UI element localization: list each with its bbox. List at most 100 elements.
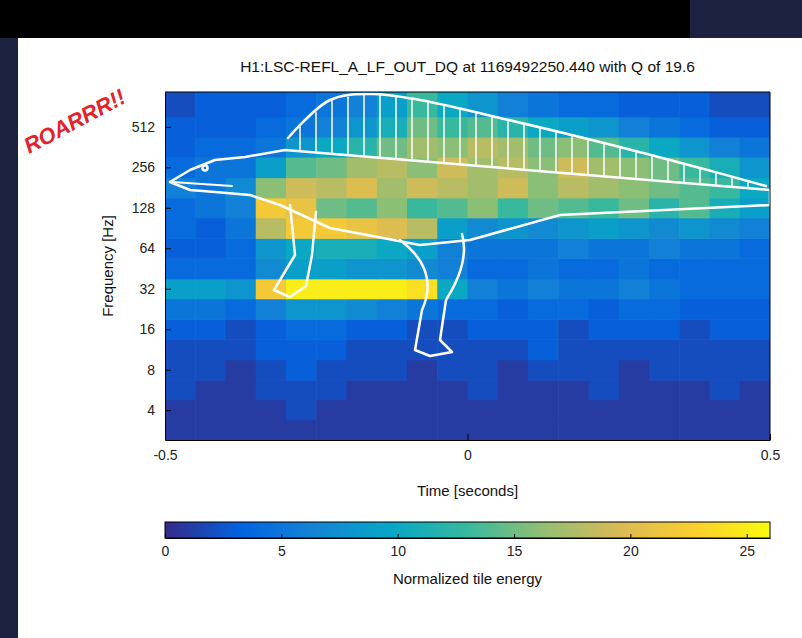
cell xyxy=(498,420,529,440)
cell xyxy=(437,400,468,421)
tick-mark xyxy=(165,289,171,290)
cell xyxy=(437,137,468,158)
dinosaur-spine xyxy=(587,139,589,175)
cell xyxy=(286,339,317,360)
cell xyxy=(316,339,347,360)
cell xyxy=(347,198,378,219)
cell xyxy=(589,117,620,138)
cell xyxy=(498,339,529,360)
cell xyxy=(468,319,499,340)
dinosaur-spine xyxy=(555,131,557,172)
colorbar-title: Normalized tile energy xyxy=(393,570,543,587)
cell xyxy=(316,299,347,320)
cell xyxy=(316,319,347,340)
cell xyxy=(256,238,287,259)
dinosaur-spine xyxy=(683,164,685,183)
cell xyxy=(347,299,378,320)
cell xyxy=(710,279,741,300)
cell xyxy=(377,420,408,440)
cell xyxy=(558,92,589,117)
tick-mark xyxy=(281,534,282,538)
cell xyxy=(498,198,529,219)
cell xyxy=(528,319,559,340)
cell xyxy=(165,339,196,360)
cell xyxy=(437,360,468,381)
cell xyxy=(195,360,226,381)
cell xyxy=(226,238,257,259)
tick-mark xyxy=(165,208,171,209)
tick-label: 8 xyxy=(147,362,155,378)
cell xyxy=(286,380,317,400)
cell xyxy=(679,319,710,340)
cell xyxy=(528,420,559,440)
dinosaur-spine xyxy=(331,100,333,154)
cell xyxy=(165,117,196,138)
x-axis-title: Time [seconds] xyxy=(417,482,518,499)
cell xyxy=(679,420,710,440)
cell xyxy=(316,360,347,381)
tick-label: 512 xyxy=(132,119,156,135)
cell xyxy=(226,157,257,178)
cell xyxy=(740,299,770,320)
cell xyxy=(558,420,589,440)
cell xyxy=(347,258,378,279)
tick: 0 xyxy=(464,434,472,463)
cell xyxy=(528,178,559,199)
dinosaur-spine xyxy=(571,135,573,173)
cell xyxy=(740,92,770,117)
cell xyxy=(619,420,650,440)
tick-label: 20 xyxy=(623,543,639,559)
cell xyxy=(740,380,770,400)
cell xyxy=(468,380,499,400)
cell xyxy=(226,218,257,239)
tick-label: 10 xyxy=(390,543,406,559)
cell xyxy=(498,400,529,421)
cell xyxy=(286,360,317,381)
cell xyxy=(165,137,196,158)
cell xyxy=(286,400,317,421)
cell xyxy=(316,178,347,199)
cell xyxy=(528,400,559,421)
cell xyxy=(286,420,317,440)
cell xyxy=(649,218,680,239)
cell xyxy=(165,178,196,199)
cell xyxy=(710,339,741,360)
cell xyxy=(498,279,529,300)
cell xyxy=(649,117,680,138)
cell xyxy=(165,420,196,440)
cell xyxy=(256,400,287,421)
dinosaur-spine xyxy=(315,113,317,153)
cell xyxy=(407,420,438,440)
axis-line xyxy=(165,93,166,441)
cell xyxy=(226,299,257,320)
cell xyxy=(195,380,226,400)
tick-label: 15 xyxy=(507,543,523,559)
cell xyxy=(377,178,408,199)
cell xyxy=(286,299,317,320)
cell xyxy=(195,420,226,440)
cell xyxy=(589,178,620,199)
cell xyxy=(589,400,620,421)
cell xyxy=(347,157,378,178)
y-axis-title: Frequency [Hz] xyxy=(99,215,116,317)
tick-mark xyxy=(165,127,171,128)
cell xyxy=(468,299,499,320)
cell xyxy=(226,92,257,117)
cell xyxy=(165,360,196,381)
cell xyxy=(165,258,196,279)
dinosaur-sail xyxy=(288,94,766,186)
cell xyxy=(165,238,196,259)
cell xyxy=(619,360,650,381)
cell xyxy=(710,380,741,400)
cell xyxy=(710,238,741,259)
cell xyxy=(679,238,710,259)
cell xyxy=(256,279,287,300)
dinosaur-spine xyxy=(619,147,621,177)
cell xyxy=(286,137,317,158)
cell xyxy=(377,258,408,279)
cell xyxy=(740,319,770,340)
cell xyxy=(740,339,770,360)
cell xyxy=(437,117,468,138)
cell xyxy=(195,299,226,320)
cell xyxy=(679,258,710,279)
